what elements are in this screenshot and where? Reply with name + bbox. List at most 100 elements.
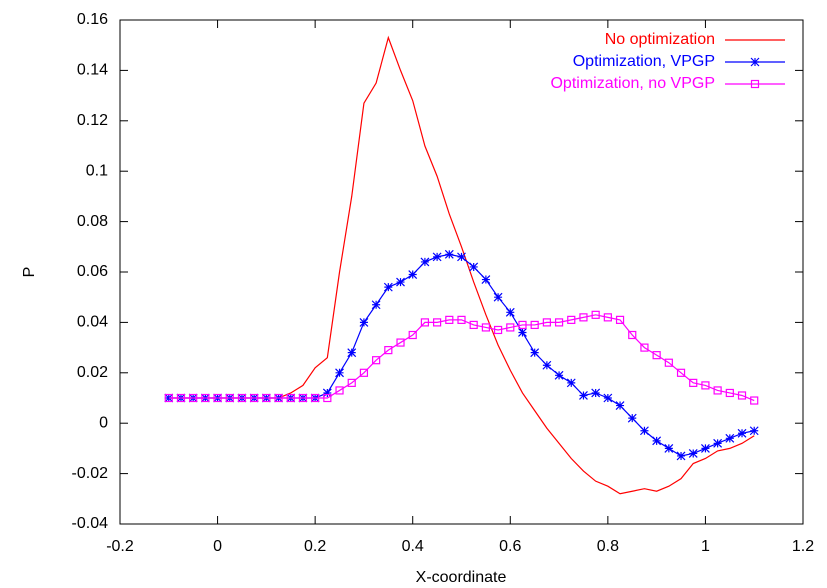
- star-marker: [664, 443, 674, 453]
- star-marker: [383, 282, 393, 292]
- y-tick-label: 0.04: [77, 314, 108, 331]
- square-marker: [420, 318, 430, 327]
- square-marker: [335, 386, 344, 395]
- square-marker: [579, 313, 588, 322]
- legend-label: Optimization, VPGP: [573, 53, 715, 70]
- y-tick-label: -0.04: [72, 515, 109, 532]
- star-marker: [493, 292, 503, 302]
- star-marker: [518, 328, 527, 337]
- star-marker: [359, 317, 369, 327]
- square-marker: [481, 323, 490, 332]
- star-marker: [444, 249, 454, 259]
- y-tick-label: 0.08: [77, 213, 108, 230]
- star-marker: [750, 57, 760, 67]
- star-marker: [542, 360, 552, 370]
- star-marker: [603, 393, 613, 403]
- x-tick-label: 0.8: [597, 538, 619, 555]
- x-tick-label: 0.4: [402, 538, 424, 555]
- square-marker: [628, 330, 637, 340]
- x-tick-label: -0.2: [106, 538, 134, 555]
- square-marker: [176, 393, 186, 403]
- y-tick-label: -0.02: [72, 465, 109, 482]
- star-marker: [408, 270, 418, 279]
- square-marker: [262, 393, 271, 403]
- y-tick-label: 0.16: [77, 11, 108, 28]
- square-marker: [737, 391, 747, 400]
- square-marker: [372, 356, 381, 365]
- star-marker: [554, 370, 564, 380]
- star-marker: [322, 388, 332, 398]
- y-tick-label: 0: [99, 414, 108, 431]
- star-marker: [347, 348, 357, 358]
- y-axis-label: P: [21, 267, 38, 278]
- square-marker: [530, 320, 539, 330]
- star-marker: [591, 388, 601, 398]
- square-marker: [311, 393, 320, 403]
- square-marker: [445, 315, 454, 324]
- series-line: [168, 35, 755, 495]
- square-marker: [493, 325, 503, 335]
- square-marker: [213, 393, 222, 403]
- square-marker: [664, 358, 673, 367]
- star-marker: [566, 378, 576, 388]
- star-marker: [457, 252, 466, 262]
- legend-label: Optimization, no VPGP: [550, 75, 715, 92]
- square-marker: [298, 393, 308, 403]
- square-marker: [225, 393, 234, 403]
- square-marker: [237, 393, 247, 403]
- star-marker: [481, 275, 491, 284]
- star-marker: [469, 262, 479, 272]
- star-marker: [652, 436, 662, 446]
- star-marker: [701, 443, 710, 453]
- square-marker: [384, 346, 393, 355]
- star-marker: [505, 307, 515, 317]
- star-marker: [335, 368, 344, 378]
- square-marker: [250, 393, 259, 403]
- series-line: [168, 314, 755, 402]
- y-tick-label: 0.02: [77, 364, 108, 381]
- square-marker: [689, 378, 698, 387]
- square-marker: [542, 318, 551, 327]
- star-marker: [640, 426, 649, 436]
- star-marker: [420, 257, 430, 267]
- star-marker: [530, 348, 540, 358]
- y-tick-label: 0.1: [86, 162, 108, 179]
- square-marker: [713, 386, 722, 395]
- star-marker: [688, 449, 698, 458]
- legend-label: No optimization: [605, 31, 715, 48]
- square-marker: [652, 351, 661, 360]
- plot-frame: [119, 19, 804, 525]
- x-tick-label: 1: [701, 538, 710, 555]
- square-marker: [201, 393, 210, 403]
- star-marker: [615, 401, 625, 410]
- square-marker: [286, 393, 295, 403]
- square-marker: [640, 343, 649, 352]
- star-marker: [371, 300, 381, 310]
- x-tick-label: 0.6: [499, 538, 521, 555]
- square-marker: [433, 318, 442, 327]
- square-marker: [506, 323, 515, 332]
- square-marker: [396, 338, 405, 347]
- square-marker: [359, 368, 369, 377]
- square-marker: [323, 393, 332, 403]
- square-marker: [274, 393, 283, 403]
- y-tick-label: 0.12: [77, 112, 108, 129]
- square-marker: [469, 320, 478, 330]
- square-marker: [676, 368, 686, 377]
- square-marker: [457, 315, 466, 324]
- x-tick-label: 0: [213, 538, 222, 555]
- star-marker: [396, 277, 405, 287]
- square-marker: [347, 378, 356, 387]
- star-marker: [737, 428, 747, 438]
- square-marker: [567, 315, 576, 324]
- square-marker: [164, 393, 173, 403]
- x-tick-label: 1.2: [792, 538, 814, 555]
- square-marker: [189, 393, 198, 403]
- series-line: [168, 253, 755, 457]
- star-marker: [676, 451, 686, 461]
- square-marker: [408, 330, 417, 340]
- square-marker: [750, 79, 760, 89]
- star-marker: [579, 391, 588, 400]
- star-marker: [627, 413, 637, 423]
